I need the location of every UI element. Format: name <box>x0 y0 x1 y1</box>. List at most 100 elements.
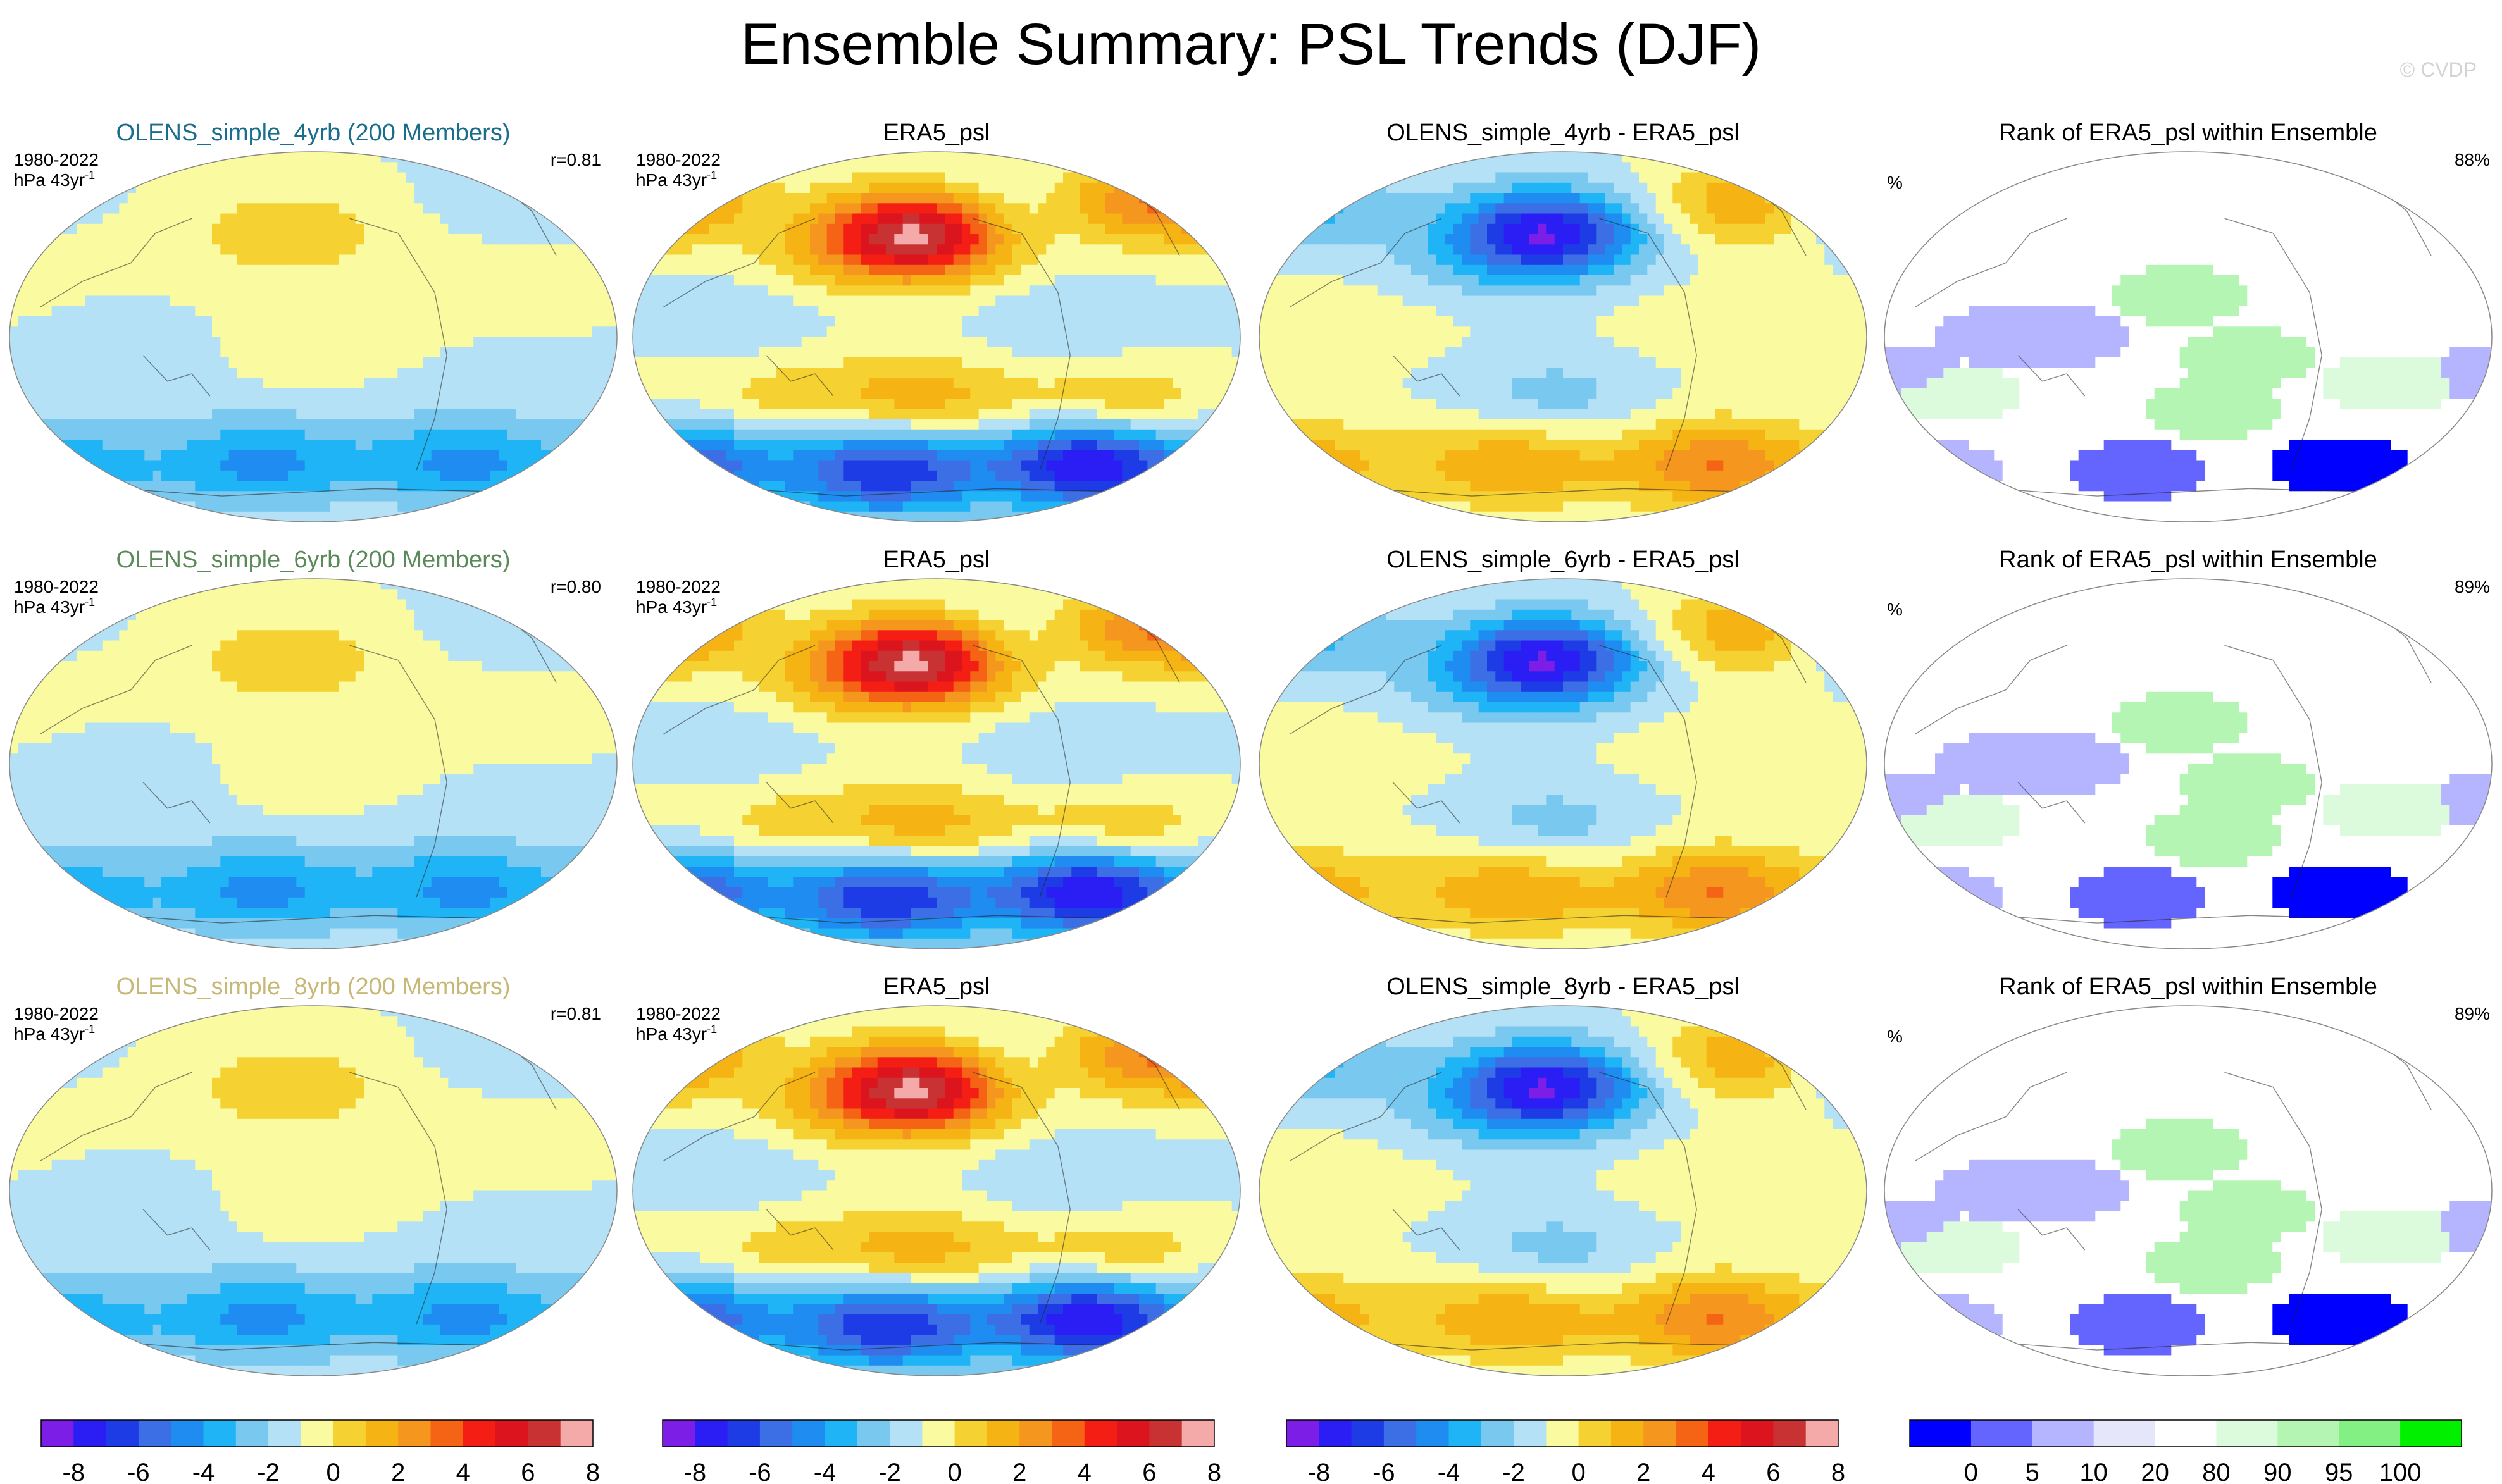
map-cell <box>313 295 322 307</box>
map-cell <box>869 316 878 327</box>
map-cell <box>810 234 819 245</box>
map-cell <box>389 511 398 522</box>
map-cell <box>77 223 86 235</box>
map-cell <box>1063 368 1072 379</box>
map-cell <box>1155 295 1165 307</box>
map-cell <box>810 152 819 163</box>
map-cell <box>263 213 271 225</box>
map-cell <box>608 172 617 183</box>
map-cell <box>937 481 945 492</box>
map-cell <box>364 409 373 420</box>
map-cell <box>212 470 221 481</box>
map-cell <box>111 347 120 358</box>
map-cell <box>339 285 347 297</box>
map-cell <box>355 193 364 204</box>
map-cell <box>658 388 667 399</box>
figure-title: Ensemble Summary: PSL Trends (DJF) <box>0 6 2502 82</box>
map-cell <box>1105 275 1114 286</box>
map-cell <box>237 368 246 379</box>
map-cell <box>288 244 297 256</box>
map-cell <box>380 162 390 173</box>
map-cell <box>516 285 525 297</box>
map-cell <box>919 152 929 163</box>
map-cell <box>1139 337 1148 348</box>
map-cell <box>583 316 592 327</box>
map-cell <box>709 491 718 502</box>
map-cell <box>423 234 432 245</box>
map-cell <box>953 306 962 317</box>
map-cell <box>51 275 61 286</box>
map-cell <box>355 491 364 502</box>
map-cell <box>473 450 483 461</box>
map-cell <box>666 419 676 430</box>
map-cell <box>524 440 533 450</box>
map-cell <box>962 357 971 368</box>
map-cell <box>144 285 154 297</box>
map-cell <box>843 378 853 389</box>
map-cell <box>389 162 398 173</box>
map-cell <box>397 223 407 235</box>
map-cell <box>321 193 331 204</box>
map-cell <box>1114 326 1123 338</box>
map-cell <box>111 378 120 389</box>
map-cell <box>877 399 887 409</box>
map-cell <box>161 409 170 420</box>
map-cell <box>144 440 154 450</box>
map-cell <box>700 337 709 348</box>
map-cell <box>507 409 516 420</box>
map-cell <box>389 399 398 409</box>
map-cell <box>1164 357 1173 368</box>
map-cell <box>465 223 474 235</box>
map-cell <box>119 429 128 440</box>
map-cell <box>414 203 423 214</box>
map-cell <box>499 295 508 307</box>
map-cell <box>970 234 980 245</box>
map-cell <box>953 213 962 225</box>
map-cell <box>516 264 525 276</box>
map-cell <box>406 470 415 481</box>
map-cell <box>852 337 861 348</box>
map-cell <box>1105 429 1114 440</box>
map-cell <box>641 295 650 307</box>
map-cell <box>1071 152 1081 163</box>
map-cell <box>85 409 94 420</box>
map-cell <box>886 429 895 440</box>
map-cell <box>768 419 777 430</box>
map-cell <box>683 368 692 379</box>
map-cell <box>1046 378 1055 389</box>
map-cell <box>962 275 971 286</box>
map-cell <box>793 450 802 461</box>
map-cell <box>144 378 154 389</box>
map-cell <box>1173 460 1182 471</box>
map-cell <box>473 368 483 379</box>
map-cell <box>937 378 945 389</box>
map-cell <box>1190 182 1198 194</box>
map-cell <box>717 388 726 399</box>
map-cell <box>818 429 828 440</box>
map-cell <box>742 162 752 173</box>
map-cell <box>1231 213 1240 225</box>
map-cell <box>246 347 255 358</box>
map-cell <box>928 152 937 163</box>
map-cell <box>1231 347 1240 358</box>
map-cell <box>583 172 592 183</box>
map-cell <box>473 357 483 368</box>
map-cell <box>321 172 331 183</box>
map-cell <box>330 511 339 522</box>
map-cell <box>195 306 204 317</box>
map-cell <box>111 203 120 214</box>
map-cell <box>321 254 331 266</box>
map-cell <box>313 285 322 297</box>
map-cell <box>389 491 398 502</box>
map-cell <box>1122 347 1131 358</box>
map-cell <box>347 491 356 502</box>
map-cell <box>600 347 609 358</box>
map-cell <box>94 440 103 450</box>
map-cell <box>592 450 601 461</box>
map-cell <box>1063 326 1072 338</box>
map-cell <box>962 429 971 440</box>
map-cell <box>608 460 617 471</box>
map-cell <box>937 337 945 348</box>
map-cell <box>68 326 78 338</box>
map-cell <box>953 388 962 399</box>
